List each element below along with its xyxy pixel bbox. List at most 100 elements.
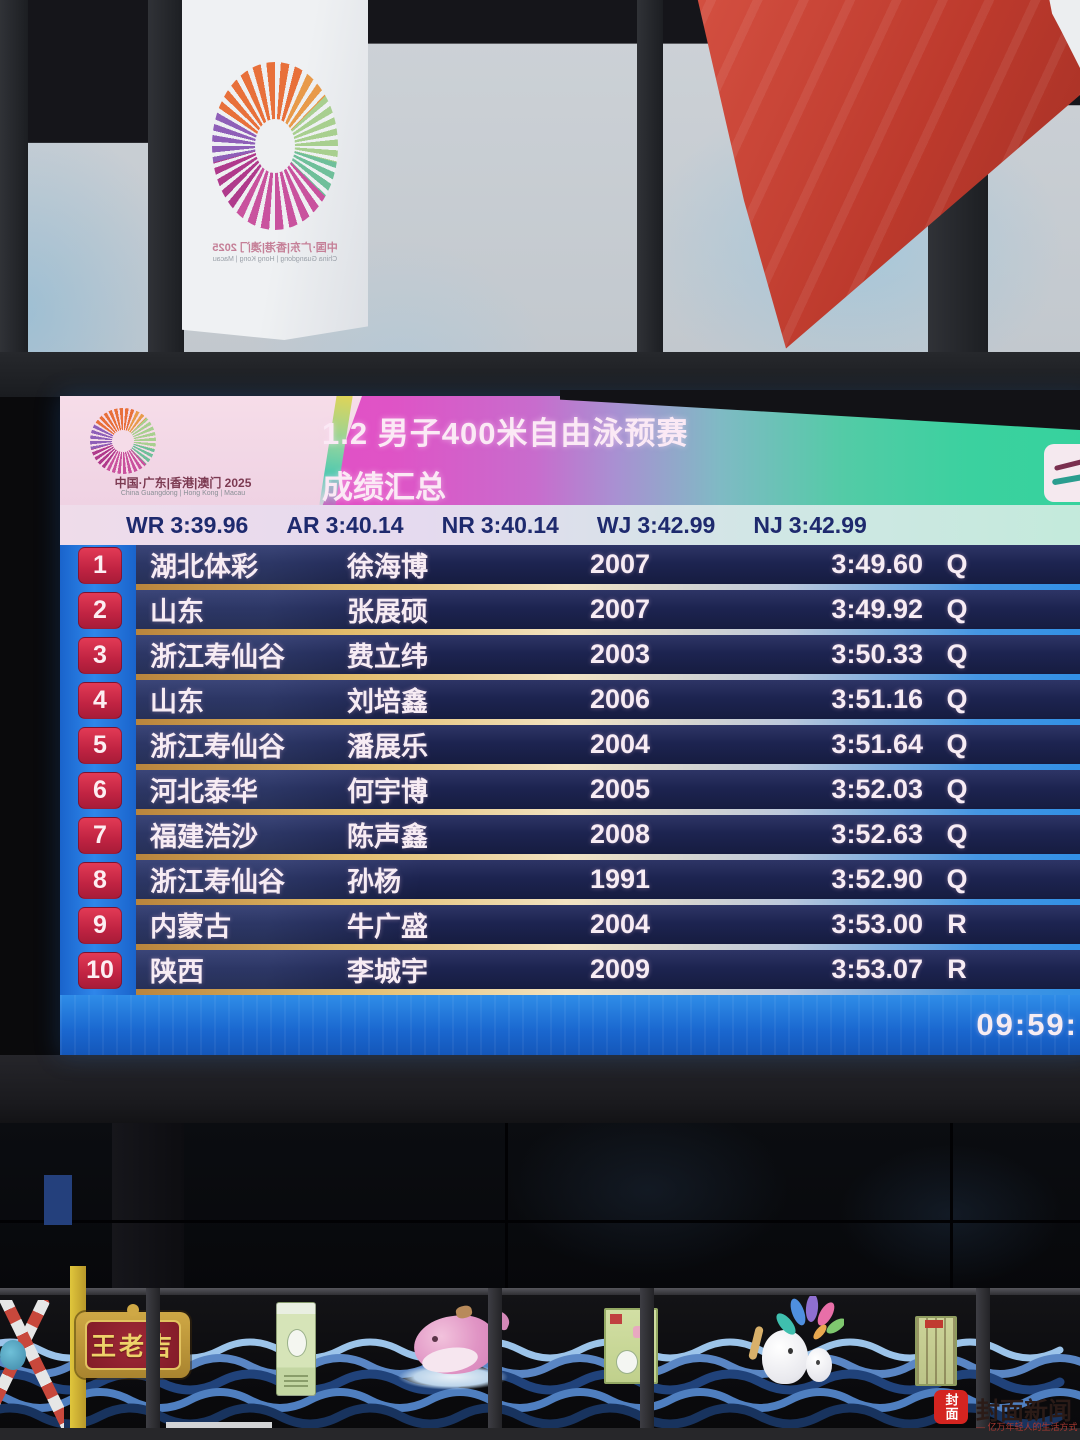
qualification-flag: Q xyxy=(946,774,968,804)
birth-year: 2003 xyxy=(590,639,651,669)
athlete-name: 牛广盛 xyxy=(347,912,428,942)
coverage-news-name: 封面新闻 xyxy=(976,1399,1072,1425)
athlete-name: 刘培鑫 xyxy=(347,687,428,717)
banner-text-cn: 中国·广东|香港|澳门 2025 xyxy=(212,242,338,254)
wanglaoji-sign-inner: 王老吉 xyxy=(85,1320,181,1370)
glass-frame-line xyxy=(505,1123,508,1290)
row-separator xyxy=(136,674,1080,680)
team-name: 福建浩沙 xyxy=(150,822,258,852)
small-blue-sign xyxy=(44,1175,72,1225)
glass-frame-line xyxy=(950,1123,953,1290)
poster-seal xyxy=(610,1314,622,1324)
row-separator xyxy=(136,719,1080,725)
rank-number: 9 xyxy=(93,911,107,939)
session-clock: 09:59: xyxy=(976,1007,1078,1042)
team-name: 浙江寿仙谷 xyxy=(150,642,285,672)
table-row: 内蒙古 牛广盛 2004 3:53.00 R 9 xyxy=(60,905,1080,950)
games-mascots xyxy=(744,1296,844,1390)
header-emblem-text: 中国·广东|香港|澳门 2025 China Guangdong | Hong … xyxy=(68,476,298,499)
team-name: 陕西 xyxy=(150,957,204,987)
partner-logo-box xyxy=(1044,444,1080,502)
mascot-plume xyxy=(776,1296,844,1340)
qualification-flag: Q xyxy=(946,639,968,669)
team-name: 内蒙古 xyxy=(150,912,231,942)
record-time: 3:39.96 xyxy=(170,511,249,538)
record-time: 3:40.14 xyxy=(480,511,559,538)
facade-mullion xyxy=(148,0,184,360)
athlete-name: 何宇博 xyxy=(347,777,428,807)
team-name: 浙江寿仙谷 xyxy=(150,732,285,762)
result-time: 3:51.64 xyxy=(831,729,923,759)
rank-number: 1 xyxy=(93,551,107,579)
floor-strip xyxy=(0,1428,1080,1440)
rank-number: 2 xyxy=(93,596,107,624)
team-name: 湖北体彩 xyxy=(150,552,258,582)
row-separator xyxy=(136,944,1080,950)
drink-carton-decal xyxy=(276,1302,316,1396)
barrier-post xyxy=(488,1288,502,1440)
birth-year: 2004 xyxy=(590,909,651,939)
row-separator xyxy=(136,989,1080,995)
event-title-line2: 成绩汇总 xyxy=(322,470,446,505)
rank-badge: 9 xyxy=(78,907,122,944)
rank-number: 6 xyxy=(93,776,107,804)
games-banner: 中国·广东|香港|澳门 2025 China Guangdong | Hong … xyxy=(182,0,368,340)
team-name: 浙江寿仙谷 xyxy=(150,867,285,897)
qualification-flag: R xyxy=(947,909,967,939)
mascot-large xyxy=(762,1330,808,1384)
games-emblem-icon xyxy=(212,62,338,230)
row-separator xyxy=(136,764,1080,770)
row-separator xyxy=(136,629,1080,635)
whale-eye xyxy=(432,1336,438,1342)
rank-badge: 5 xyxy=(78,727,122,764)
result-time: 3:49.60 xyxy=(831,549,923,579)
decorated-barrier: 王老吉 xyxy=(0,1266,1080,1440)
results-table: 湖北体彩 徐海博 2007 3:49.60 Q 1 山东 张展硕 2007 3:49.92 Q … xyxy=(60,545,1080,995)
qualification-flag: Q xyxy=(946,594,968,624)
table-row: 陕西 李城宇 2009 3:53.07 R 10 xyxy=(60,950,1080,995)
record-item: NJ 3:42.99 xyxy=(753,512,866,539)
record-item: WJ 3:42.99 xyxy=(597,512,716,539)
table-row: 浙江寿仙谷 费立纬 2003 3:50.33 Q 3 xyxy=(60,635,1080,680)
games-emblem-icon xyxy=(90,408,156,474)
coverage-news-badge-text: 封面 xyxy=(943,1393,959,1421)
athlete-name: 费立纬 xyxy=(347,642,428,672)
rank-number: 8 xyxy=(93,866,107,894)
partner-logo-stroke xyxy=(1051,472,1080,486)
result-time: 3:52.03 xyxy=(831,774,923,804)
partner-logo-stroke xyxy=(1053,457,1080,472)
emblem-text-cn: 中国·广东|香港|澳门 2025 xyxy=(114,476,252,490)
coverage-news-watermark: 封面 封面新闻 — 亿万年轻人的生活方式 — xyxy=(930,1388,1080,1434)
facade-band xyxy=(0,1055,1080,1123)
rank-number: 3 xyxy=(93,641,107,669)
team-name: 山东 xyxy=(150,597,204,627)
table-row: 山东 刘培鑫 2006 3:51.16 Q 4 xyxy=(60,680,1080,725)
birth-year: 2004 xyxy=(590,729,651,759)
rank-badge: 1 xyxy=(78,547,122,584)
facade-mullion xyxy=(0,0,28,360)
lower-facade xyxy=(0,1055,1080,1290)
rank-badge: 4 xyxy=(78,682,122,719)
coverage-news-badge: 封面 xyxy=(934,1390,968,1424)
barrier-rail-shadow xyxy=(0,1295,1080,1298)
barrier-post xyxy=(640,1288,654,1440)
result-time: 3:53.00 xyxy=(831,909,923,939)
result-time: 3:53.07 xyxy=(831,954,923,984)
qualification-flag: Q xyxy=(946,864,968,894)
coverage-news-tagline: — 亿万年轻人的生活方式 — xyxy=(976,1422,1080,1432)
record-time: 3:40.14 xyxy=(325,511,404,538)
record-item: WR 3:39.96 xyxy=(126,512,248,539)
record-code: WJ xyxy=(596,511,632,538)
green-label-poster xyxy=(915,1316,957,1386)
birth-year: 2006 xyxy=(590,684,651,714)
poster-seal xyxy=(925,1320,943,1328)
scoreboard-footer-bar: 09:59: xyxy=(60,995,1080,1055)
team-name: 山东 xyxy=(150,687,204,717)
rank-badge: 6 xyxy=(78,772,122,809)
record-item: NR 3:40.14 xyxy=(442,512,559,539)
rank-number: 7 xyxy=(93,821,107,849)
carton-fish-icon xyxy=(287,1329,307,1357)
row-separator xyxy=(136,854,1080,860)
athlete-name: 陈声鑫 xyxy=(347,822,428,852)
mascot-small xyxy=(806,1348,832,1382)
